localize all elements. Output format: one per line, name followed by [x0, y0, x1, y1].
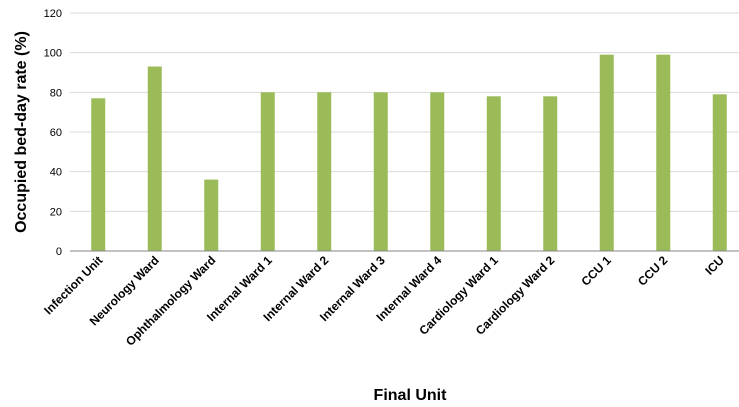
y-tick-label: 100 — [44, 48, 62, 60]
bar — [712, 94, 727, 251]
y-tick-label: 120 — [44, 8, 62, 20]
bar — [656, 54, 671, 252]
y-tick-label: 20 — [50, 206, 62, 218]
y-tick-label: 0 — [56, 246, 62, 258]
x-tick-label: CCU 2 — [635, 253, 671, 289]
y-tick-label: 60 — [50, 127, 62, 139]
bar — [260, 92, 275, 251]
gridlines — [70, 12, 739, 212]
x-axis-title: Final Unit — [374, 387, 448, 404]
x-tick-label: Infection Unit — [41, 253, 105, 317]
bar — [317, 92, 332, 251]
bar — [543, 96, 558, 251]
x-tick-label: ICU — [702, 253, 727, 278]
bar — [91, 98, 106, 252]
bar — [147, 66, 162, 251]
bar — [204, 179, 219, 251]
y-axis-ticks: 0 20 40 60 80 100 120 — [44, 8, 62, 258]
y-tick-label: 40 — [50, 167, 62, 179]
y-axis-title: Occupied bed-day rate (%) — [13, 31, 30, 233]
bar — [486, 96, 501, 251]
bar — [599, 54, 614, 252]
bars — [91, 54, 727, 252]
x-tick-label: CCU 1 — [579, 253, 615, 289]
bar — [373, 92, 388, 251]
bar — [430, 92, 445, 251]
y-tick-label: 80 — [50, 87, 62, 99]
